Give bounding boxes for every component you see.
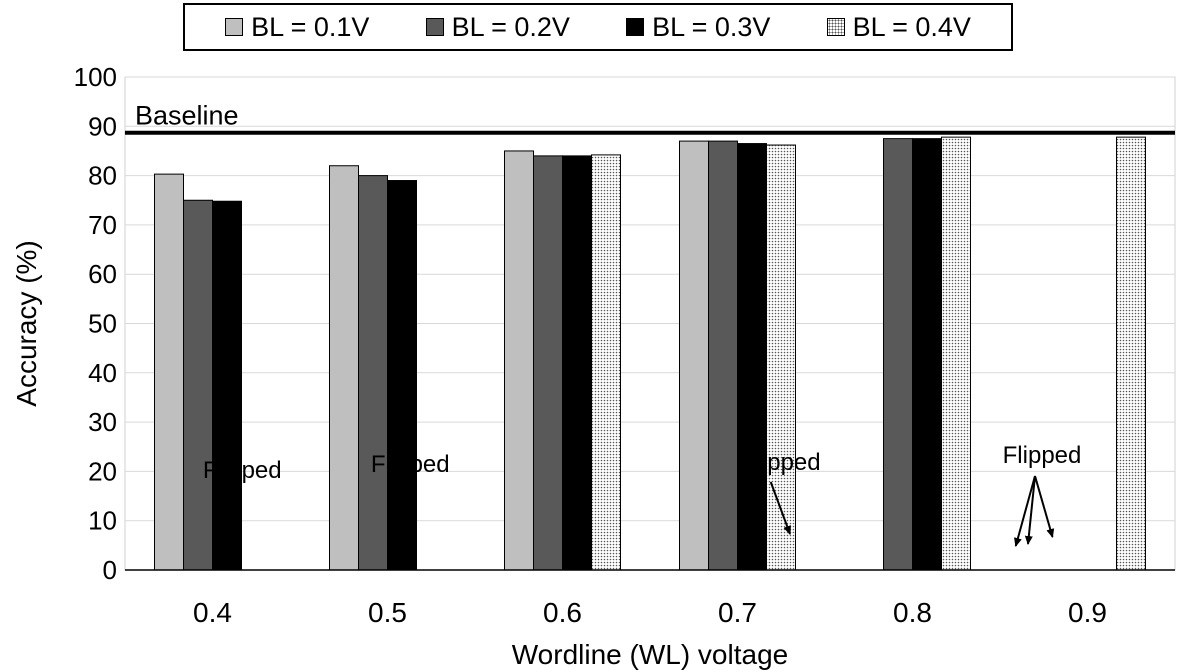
bar-0.6-bl0.4v	[591, 154, 621, 571]
legend-label: BL = 0.2V	[451, 11, 570, 42]
flipped-arrow	[391, 481, 410, 529]
flipped-annotation: Flipped	[203, 457, 282, 484]
axes: 0 10 20 30 40 50 60 70 80 90 100 0.4 0.5 0.6 0.7 0.8 0.9…	[11, 62, 1175, 670]
flipped-arrow	[1014, 475, 1036, 547]
y-tick-label: 80	[88, 161, 117, 191]
y-tick-label: 20	[88, 456, 117, 486]
legend-item-bl-0.1: BL = 0.1V	[225, 12, 369, 43]
bar-0.4-bl0.3v	[212, 200, 242, 571]
legend-label: BL = 0.1V	[251, 11, 370, 42]
flipped-arrow	[1034, 475, 1055, 538]
legend-item-bl-0.2: BL = 0.2V	[425, 11, 570, 43]
x-tick-label: 0.9	[1068, 597, 1107, 628]
legend-swatch-bl-0.4	[826, 18, 845, 36]
x-tick-label: 0.6	[543, 597, 582, 628]
legend-item-bl-0.3: BL = 0.3V	[626, 12, 770, 43]
bar-0.6-bl0.2v	[533, 155, 563, 571]
bar-0.5-bl0.3v	[387, 180, 417, 571]
legend-label: BL = 0.4V	[852, 11, 971, 42]
y-tick-label: 0	[103, 555, 117, 585]
bar-0.4-bl0.2v	[183, 199, 213, 571]
y-tick-label: 10	[88, 506, 117, 536]
flipped-annotation: Flipped	[1003, 442, 1082, 469]
y-tick-label: 100	[74, 62, 117, 92]
bar-0.9-bl0.4v	[1116, 136, 1146, 571]
legend-swatch-bl-0.2	[425, 18, 444, 36]
y-tick-label: 40	[88, 358, 117, 388]
y-tick-label: 90	[88, 111, 117, 141]
y-tick-label: 70	[88, 210, 117, 240]
flipped-annotation: Flipped	[742, 449, 821, 476]
flipped-arrow	[219, 481, 235, 529]
flipped-annotation: Flipped	[371, 451, 450, 478]
bar-0.6-bl0.3v	[562, 155, 592, 571]
x-tick-label: 0.8	[893, 597, 932, 628]
bar-0.5-bl0.1v	[329, 165, 359, 571]
flipped-arrow	[1024, 475, 1036, 545]
baseline-label: Baseline	[135, 101, 239, 131]
bar-0.8-bl0.3v	[912, 138, 942, 571]
x-axis-title: Wordline (WL) voltage	[512, 639, 788, 670]
bar-0.5-bl0.2v	[358, 175, 388, 571]
y-tick-label: 50	[88, 309, 117, 339]
legend-item-bl-0.4: BL = 0.4V	[826, 11, 971, 43]
x-tick-label: 0.4	[193, 597, 232, 628]
x-tick-label: 0.5	[368, 597, 407, 628]
bar-0.8-bl0.4v	[941, 136, 971, 571]
bar-0.6-bl0.1v	[504, 150, 534, 571]
annotations: Flipped Flipped Flipped Flipped	[203, 442, 1082, 547]
bars	[154, 136, 1146, 571]
legend-swatch-bl-0.3	[626, 18, 645, 36]
gridlines	[124, 76, 1176, 571]
bar-0.7-bl0.2v	[708, 140, 738, 571]
bar-0.7-bl0.4v	[766, 144, 796, 571]
bar-0.8-bl0.2v	[883, 138, 913, 571]
bar-0.7-bl0.3v	[737, 143, 767, 571]
flipped-arrow	[769, 481, 791, 535]
bar-0.4-bl0.1v	[154, 173, 184, 571]
y-tick-label: 30	[88, 407, 117, 437]
bar-0.7-bl0.1v	[679, 140, 709, 571]
y-axis-title: Accuracy (%)	[11, 240, 42, 406]
legend: BL = 0.1V BL = 0.2V BL = 0.3V BL = 0.4V	[183, 3, 1013, 51]
legend-label: BL = 0.3V	[652, 11, 771, 42]
y-tick-label: 60	[88, 259, 117, 289]
x-tick-label: 0.7	[718, 597, 757, 628]
legend-swatch-bl-0.1	[225, 18, 244, 36]
